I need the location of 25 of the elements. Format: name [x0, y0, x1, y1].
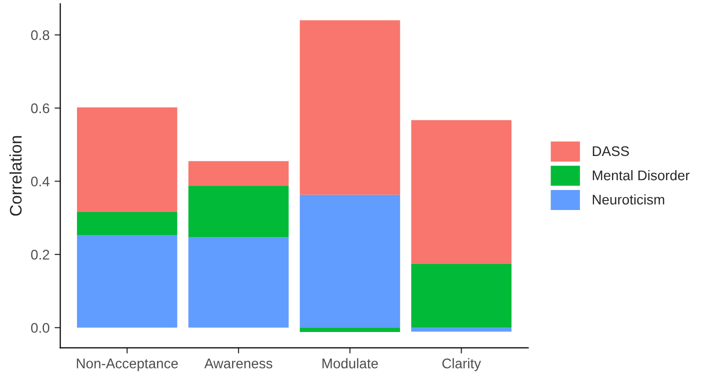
bar: [76, 235, 178, 328]
bar: [411, 264, 512, 328]
legend-label: Neuroticism: [592, 194, 664, 205]
bar: [300, 20, 400, 195]
x-tick-label: Modulate: [322, 358, 378, 368]
y-tick-label: 0.8: [31, 30, 50, 40]
legend-label: Mental Disorder: [592, 170, 690, 180]
bar: [188, 186, 289, 238]
y-tick-label: 0.4: [31, 176, 50, 186]
bar: [188, 161, 289, 186]
x-tick-label: Non-Acceptance: [76, 358, 178, 372]
bar: [300, 194, 400, 328]
x-tick-label: Awareness: [204, 358, 272, 368]
y-tick-label: 0.0: [31, 322, 50, 333]
bar: [411, 120, 512, 264]
bar: [188, 237, 289, 328]
bar: [76, 212, 178, 236]
x-tick-label: Clarity: [442, 358, 482, 372]
y-axis-title: Correlation: [9, 136, 22, 216]
y-tick-label: 0.6: [31, 103, 50, 114]
y-tick-label: 0.2: [31, 250, 50, 260]
bar: [300, 328, 400, 332]
bar: [411, 328, 512, 332]
bar: [76, 107, 178, 212]
legend-label: DASS: [592, 146, 629, 156]
